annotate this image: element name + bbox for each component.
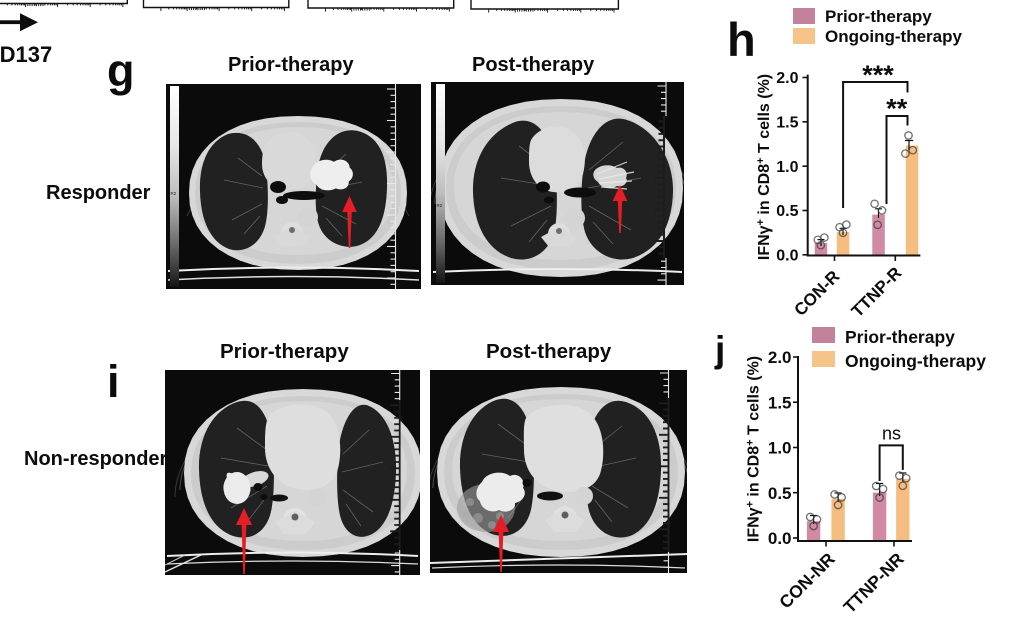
svg-text:IFNγ+ in CD8+ T cells (%): IFNγ+ in CD8+ T cells (%) xyxy=(755,74,773,260)
svg-text:IFNγ+ in CD8+ T cells (%): IFNγ+ in CD8+ T cells (%) xyxy=(745,356,763,542)
svg-text:0.0: 0.0 xyxy=(768,529,792,548)
svg-text:1.5: 1.5 xyxy=(776,115,798,132)
svg-text:2.0: 2.0 xyxy=(776,70,798,87)
svg-text:1.5: 1.5 xyxy=(768,393,792,412)
svg-text:CON-R: CON-R xyxy=(790,267,843,320)
svg-text:TTNP-NR: TTNP-NR xyxy=(839,548,908,617)
svg-text:CD137: CD137 xyxy=(0,42,52,67)
svg-text:0.5: 0.5 xyxy=(768,484,792,503)
svg-text:0.0: 0.0 xyxy=(776,248,798,265)
svg-text:R2: R2 xyxy=(437,203,443,208)
svg-text:0.5: 0.5 xyxy=(776,203,798,220)
svg-text:**: ** xyxy=(886,93,908,123)
svg-text:***: *** xyxy=(862,60,894,90)
svg-text:1.0: 1.0 xyxy=(768,439,792,458)
svg-text:CON-NR: CON-NR xyxy=(775,548,839,612)
svg-text:1.0: 1.0 xyxy=(776,159,798,176)
svg-text:ns: ns xyxy=(882,424,901,444)
svg-text:R2: R2 xyxy=(171,191,177,196)
svg-text:TTNP-R: TTNP-R xyxy=(848,263,906,320)
svg-text:2.0: 2.0 xyxy=(768,348,792,367)
